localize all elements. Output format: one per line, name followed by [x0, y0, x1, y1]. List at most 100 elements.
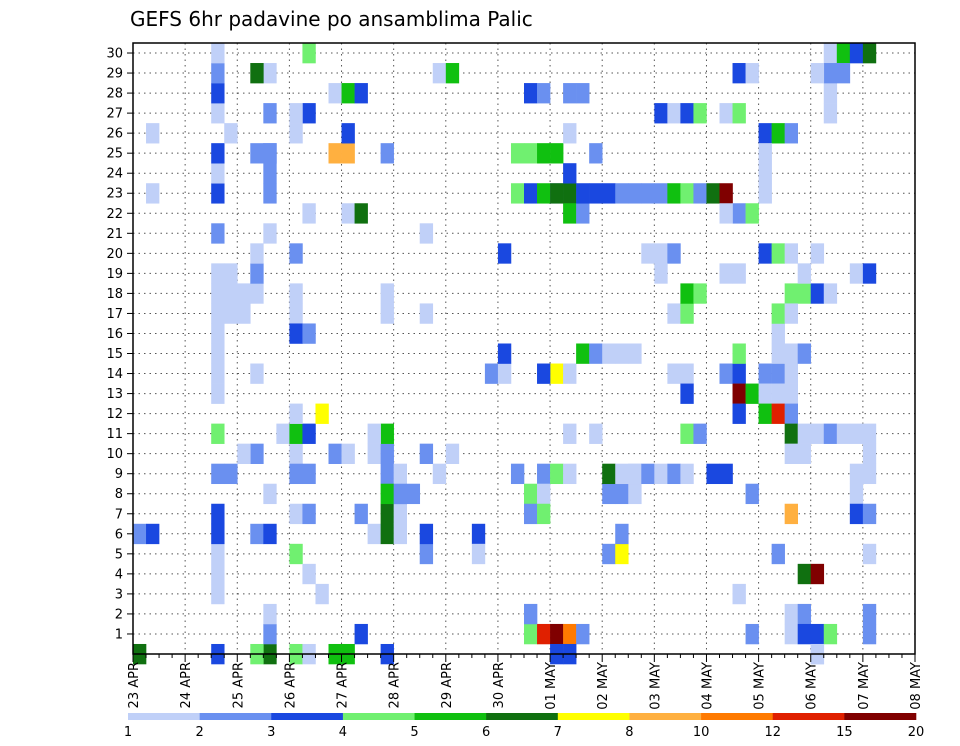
heatmap-cell [784, 363, 798, 384]
legend-swatch [629, 713, 702, 720]
heatmap-cell [146, 123, 160, 144]
chart-title: GEFS 6hr padavine po ansamblima Palic [130, 7, 533, 31]
heatmap-cell [784, 603, 798, 625]
heatmap-cell [328, 83, 342, 104]
heatmap-cell [719, 463, 733, 485]
heatmap-cell [419, 303, 434, 324]
heatmap-cell [563, 183, 577, 204]
heatmap-cell [849, 483, 864, 505]
legend-label: 10 [693, 725, 710, 740]
heatmap-cell [263, 223, 277, 244]
heatmap-cell [732, 103, 746, 124]
heatmap-cell [563, 203, 577, 224]
heatmap-cell [810, 423, 825, 444]
heatmap-cell [263, 143, 277, 164]
x-tick-label: 28 APR [388, 662, 403, 708]
heatmap-cell [289, 443, 303, 464]
y-tick-label: 25 [106, 147, 123, 162]
y-tick-label: 13 [106, 387, 123, 402]
x-tick-label: 26 APR [283, 662, 298, 708]
heatmap-cell [862, 443, 877, 464]
heatmap-cell [237, 283, 251, 304]
heatmap-cell [315, 583, 329, 605]
heatmap-cell [771, 363, 785, 384]
heatmap-cell [211, 143, 225, 164]
legend-label: 8 [625, 725, 633, 740]
heatmap-cell [823, 63, 838, 84]
heatmap-cell [862, 503, 877, 525]
heatmap-cell [211, 563, 225, 585]
legend-label: 7 [554, 725, 562, 740]
heatmap-cell [524, 143, 538, 164]
heatmap-cell [341, 83, 355, 104]
heatmap-cell [862, 623, 877, 645]
heatmap-cell [719, 363, 733, 384]
heatmap-cell [732, 203, 746, 224]
heatmap-cell [263, 103, 277, 124]
legend-swatch [772, 713, 845, 720]
heatmap-cell [537, 363, 551, 384]
heatmap-cell [823, 103, 838, 124]
heatmap-cell [563, 463, 577, 485]
heatmap-cell [224, 263, 238, 284]
heatmap-cell [419, 443, 434, 464]
legend-swatch [486, 713, 559, 720]
heatmap-cell [211, 343, 225, 364]
heatmap-cell [211, 103, 225, 124]
heatmap-cell [836, 423, 851, 444]
heatmap-cell [836, 43, 851, 64]
heatmap-cell [393, 483, 407, 505]
heatmap-cell [250, 63, 264, 84]
heatmap-cell [524, 483, 538, 505]
heatmap-cell [263, 623, 277, 645]
heatmap-cell [289, 503, 303, 525]
x-tick-label: 03 MAY [648, 662, 663, 710]
y-tick-label: 7 [115, 507, 123, 522]
heatmap-cell [654, 183, 668, 204]
heatmap-cell [380, 483, 394, 505]
heatmap-cell [289, 303, 303, 324]
heatmap-cell [589, 423, 603, 444]
y-tick-label: 29 [106, 67, 123, 82]
x-tick-label: 07 MAY [857, 662, 872, 710]
heatmap-cell [524, 183, 538, 204]
legend-label: 5 [410, 725, 418, 740]
heatmap-cell [823, 83, 838, 104]
x-tick-label: 29 APR [440, 662, 455, 708]
heatmap-cell [784, 283, 798, 304]
heatmap-cell [563, 623, 577, 645]
heatmap-cell [289, 123, 303, 144]
legend-swatch [271, 713, 344, 720]
heatmap-cell [250, 283, 264, 304]
legend-label: 12 [764, 725, 781, 740]
heatmap-cell [719, 263, 733, 284]
y-tick-label: 20 [106, 247, 123, 262]
y-tick-label: 4 [115, 567, 123, 582]
heatmap-cell [758, 163, 772, 184]
heatmap-cell [537, 143, 551, 164]
heatmap-cell [537, 503, 551, 525]
heatmap-cell [328, 443, 342, 464]
heatmap-cell [849, 263, 864, 284]
heatmap-cell [680, 463, 694, 485]
heatmap-cell [667, 303, 681, 324]
heatmap-cell [758, 123, 772, 144]
x-tick-label: 05 MAY [753, 662, 768, 710]
heatmap-cell [680, 303, 694, 324]
heatmap-cell [784, 443, 798, 464]
heatmap-cell [302, 43, 316, 64]
heatmap-cell [211, 543, 225, 565]
heatmap-cell [537, 483, 551, 505]
heatmap-cell [367, 423, 381, 444]
x-tick-label: 23 APR [127, 662, 142, 708]
heatmap-cell [211, 63, 225, 84]
heatmap-cell [628, 183, 642, 204]
y-tick-label: 14 [106, 367, 123, 382]
heatmap-cell [654, 243, 668, 264]
y-tick-label: 23 [106, 187, 123, 202]
y-tick-label: 22 [106, 207, 123, 222]
legend-label: 2 [195, 725, 203, 740]
heatmap-cell [263, 63, 277, 84]
heatmap-cell [289, 463, 303, 485]
heatmap-cell [250, 143, 264, 164]
